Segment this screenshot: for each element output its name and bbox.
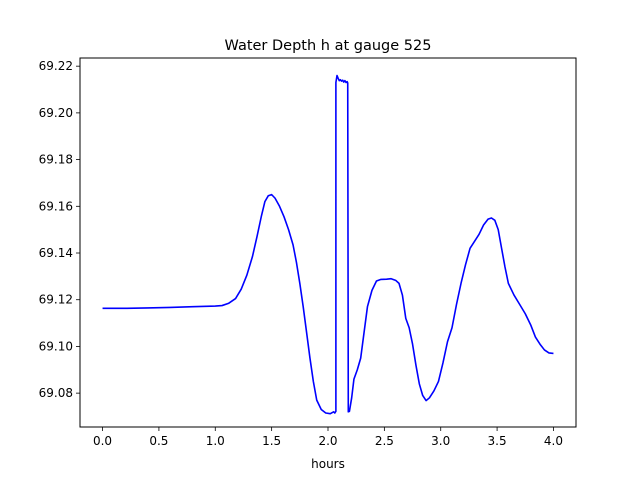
x-tick-label-8: 4.0 (544, 434, 563, 448)
y-tick-label-2: 69.12 (39, 293, 73, 307)
x-tick-label-0: 0.0 (93, 434, 112, 448)
y-tick-label-0: 69.08 (39, 386, 73, 400)
plot-frame (79, 57, 577, 428)
plot-area (102, 74, 554, 415)
y-axis: 69.08 69.10 69.12 69.14 69.16 69.18 69.20 69.22 (39, 59, 80, 400)
x-tick-label-7: 3.5 (488, 434, 507, 448)
x-axis-label: hours (311, 457, 345, 471)
series-line-0 (102, 74, 554, 415)
x-tick-label-5: 2.5 (375, 434, 394, 448)
x-tick-label-6: 3.0 (431, 434, 450, 448)
x-tick-label-4: 2.0 (318, 434, 337, 448)
x-tick-label-2: 1.0 (206, 434, 225, 448)
y-tick-label-4: 69.16 (39, 199, 73, 213)
x-tick-label-1: 0.5 (149, 434, 168, 448)
y-tick-label-3: 69.14 (39, 246, 73, 260)
y-tick-label-7: 69.22 (39, 59, 73, 73)
chart-title: Water Depth h at gauge 525 (225, 38, 432, 54)
y-tick-label-6: 69.20 (39, 106, 73, 120)
x-axis: 0.0 0.5 1.0 1.5 2.0 2.5 3.0 3.5 4.0 (93, 427, 563, 448)
x-tick-label-3: 1.5 (262, 434, 281, 448)
y-tick-label-5: 69.18 (39, 153, 73, 167)
y-tick-label-1: 69.10 (39, 339, 73, 353)
